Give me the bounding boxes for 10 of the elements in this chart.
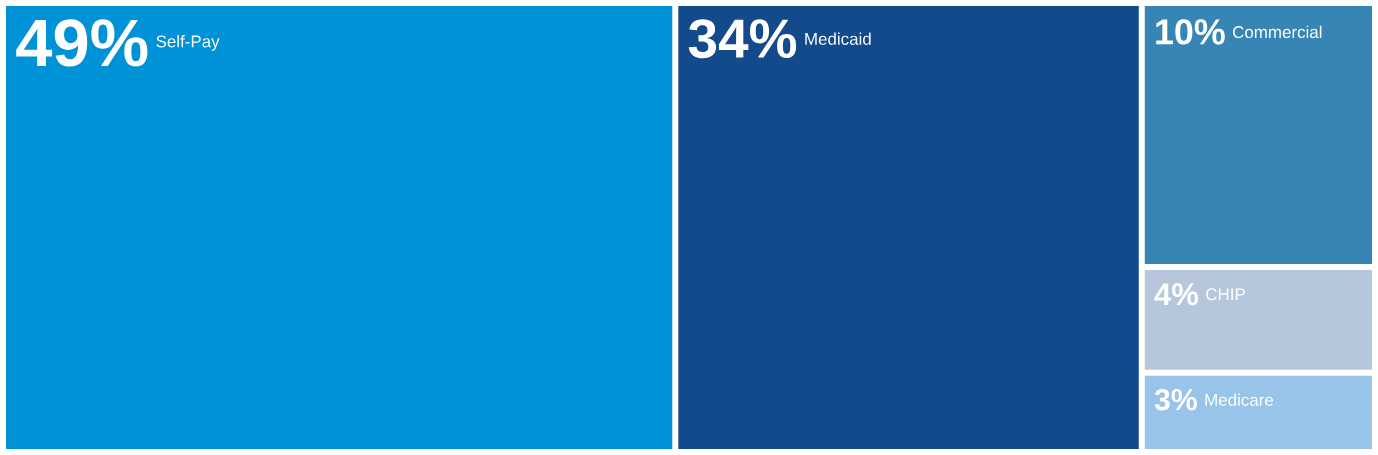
category-label: Medicare <box>1205 393 1274 406</box>
data-label: 49% <box>16 19 148 67</box>
category-label: Commercial <box>1233 25 1322 39</box>
category-label: Medicaid <box>805 32 871 45</box>
data-label: 10% <box>1156 19 1225 45</box>
data-label: 4% <box>1154 283 1199 306</box>
data-label: 34% <box>688 19 797 59</box>
category-label: CHIP <box>1206 288 1245 301</box>
data-label: 3% <box>1154 388 1197 411</box>
category-label: Self-Pay <box>156 35 220 51</box>
